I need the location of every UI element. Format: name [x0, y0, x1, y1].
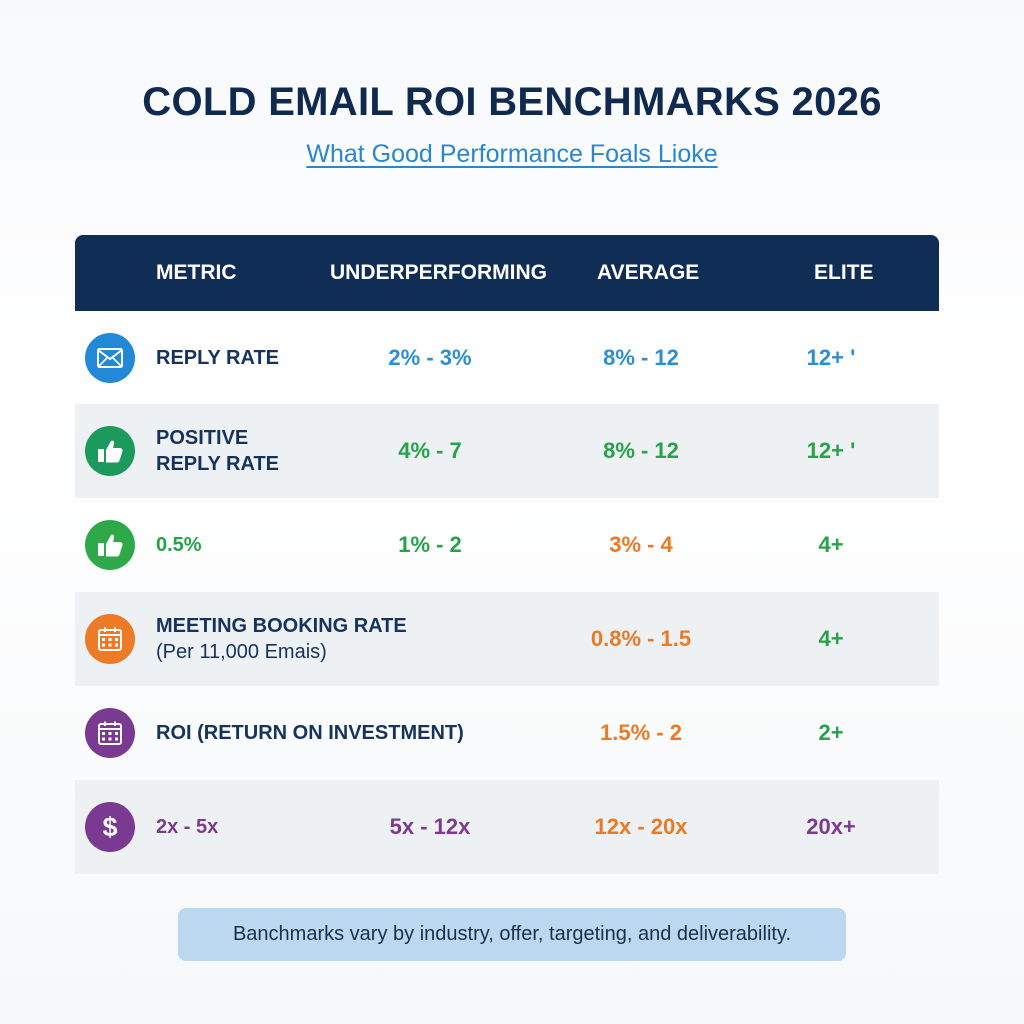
metric-subtext: (Per 11,000 Emais) — [156, 641, 327, 663]
svg-text:$: $ — [102, 812, 117, 842]
underperforming-value: 2% - 3% — [388, 344, 472, 370]
metric-name-line2: REPLY RATE — [156, 453, 279, 475]
underperforming-value: 1% - 2 — [398, 532, 462, 557]
elite-value: 4+ — [818, 532, 844, 557]
average-value: 0.8% - 1.5 — [590, 626, 692, 651]
benchmark-table: METRIC UNDERPERFORMING AVERAGE ELITE REP… — [75, 235, 939, 874]
elite-value: 4+ — [818, 626, 844, 651]
page-title: COLD EMAIL ROI BENCHMARKS 2026 — [142, 80, 882, 124]
metric-label: 0.5% — [156, 498, 202, 592]
average-value: 3% - 4 — [609, 532, 673, 557]
metric-label: REPLY RATE — [156, 311, 279, 404]
elite-value: 12+ ' — [806, 438, 856, 463]
underperforming-value: 4% - 7 — [398, 438, 462, 463]
average-value: 8% - 12 — [603, 344, 679, 370]
metric-name: 0.5% — [156, 534, 202, 556]
calendar-icon — [85, 614, 135, 664]
metric-label: POSITIVE REPLY RATE — [156, 404, 279, 498]
thumbs-up-icon — [85, 520, 135, 570]
table-row: $ 2x - 5x 5x - 12x 12x - 20x 20x+ — [75, 780, 939, 874]
column-header-average: AVERAGE — [597, 261, 700, 284]
average-value: 12x - 20x — [594, 814, 688, 839]
elite-value: 12+ ' — [806, 344, 856, 370]
table-row: 0.5% 1% - 2 3% - 4 4+ — [75, 498, 939, 592]
metric-name: MEETING BOOKING RATE — [156, 615, 407, 637]
table-row: POSITIVE REPLY RATE 4% - 7 8% - 12 12+ ' — [75, 404, 939, 498]
table-row: MEETING BOOKING RATE (Per 11,000 Emais) … — [75, 592, 939, 686]
metric-name: 2x - 5x — [156, 816, 219, 838]
calendar-icon — [85, 708, 135, 758]
metric-label: 2x - 5x — [156, 780, 218, 874]
metric-label: MEETING BOOKING RATE (Per 11,000 Emais) — [156, 592, 407, 686]
average-value: 1.5% - 2 — [600, 720, 682, 745]
column-header-underperforming: UNDERPERFORMING — [330, 261, 548, 284]
metric-label: ROI (RETURN ON INVESTMENT) — [156, 686, 464, 780]
table-row: ROI (RETURN ON INVESTMENT) 1.5% - 2 2+ — [75, 686, 939, 780]
underperforming-value: 5x - 12x — [389, 814, 471, 839]
dollar-icon: $ — [85, 802, 135, 852]
envelope-icon — [85, 333, 135, 383]
average-value: 8% - 12 — [603, 438, 679, 463]
metric-name: POSITIVE — [156, 427, 249, 449]
column-header-metric: METRIC — [156, 261, 237, 284]
metric-name: ROI (RETURN ON INVESTMENT) — [156, 722, 464, 744]
thumbs-up-icon — [85, 426, 135, 476]
page-subtitle: What Good Performance Foals Lioke — [306, 140, 718, 168]
table-row: REPLY RATE 2% - 3% 8% - 12 12+ ' — [75, 311, 939, 404]
metric-name: REPLY RATE — [156, 346, 279, 369]
footnote-banner: Banchmarks vary by industry, offer, targ… — [178, 908, 846, 961]
table-header: METRIC UNDERPERFORMING AVERAGE ELITE — [75, 235, 939, 311]
elite-value: 2+ — [818, 720, 844, 745]
elite-value: 20x+ — [806, 814, 856, 839]
column-header-elite: ELITE — [814, 261, 874, 284]
